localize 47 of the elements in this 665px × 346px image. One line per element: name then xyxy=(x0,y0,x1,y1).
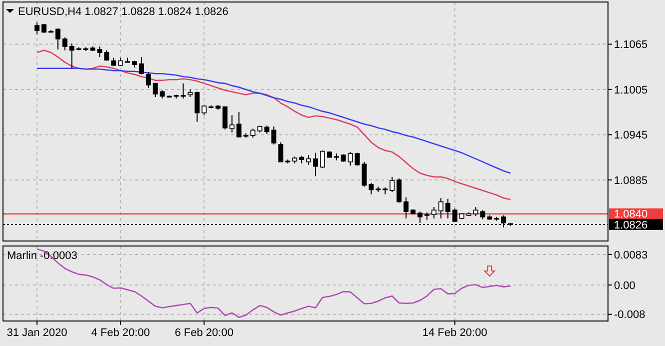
candlestick xyxy=(480,210,486,220)
chart-title: EURUSD,H4 1.0827 1.0828 1.0824 1.0826 xyxy=(18,6,228,18)
candlestick xyxy=(452,208,458,223)
y-tick-label: 1.1005 xyxy=(614,84,648,96)
candlestick xyxy=(250,128,256,138)
line-series xyxy=(36,50,512,200)
x-tick-label: 6 Feb 20:00 xyxy=(174,327,234,339)
candlestick xyxy=(445,198,450,219)
candlestick xyxy=(404,196,409,219)
candlestick xyxy=(278,142,284,162)
y-tick-label: 1.1065 xyxy=(614,39,648,52)
ref-line-label: 1.0840 xyxy=(614,208,648,221)
candlestick xyxy=(431,206,436,219)
line-series xyxy=(36,248,512,318)
candlestick xyxy=(69,42,74,69)
x-tick-label: 4 Feb 20:00 xyxy=(91,327,150,339)
candlestick xyxy=(362,161,367,188)
candlestick xyxy=(438,198,444,219)
candlestick xyxy=(306,154,312,166)
y-tick-label: 1.0885 xyxy=(614,174,648,187)
candlestick xyxy=(55,28,60,50)
ref-line-label: 1.0826 xyxy=(614,219,648,232)
candlestick xyxy=(194,91,200,122)
candlestick xyxy=(368,182,374,195)
candlestick xyxy=(152,82,158,98)
x-tick-label: 31 Jan 2020 xyxy=(6,327,68,339)
candlestick xyxy=(271,126,276,145)
candlestick xyxy=(104,50,110,62)
candlestick xyxy=(390,176,395,192)
candlestick xyxy=(229,114,234,133)
candlestick xyxy=(473,206,478,217)
y-tick-label: 0.00 xyxy=(614,280,636,292)
candlestick xyxy=(348,152,353,166)
candlestick xyxy=(320,150,325,168)
y-tick-label: 1.0945 xyxy=(614,130,648,142)
candlestick xyxy=(236,112,242,138)
x-tick-label: 14 Feb 20:00 xyxy=(422,327,488,339)
candlestick xyxy=(222,106,228,130)
candlestick xyxy=(97,46,102,58)
candlestick xyxy=(62,36,68,51)
y-tick-label: 0.0083 xyxy=(614,249,648,262)
candlestick xyxy=(138,56,144,75)
candlestick xyxy=(313,152,318,177)
y-tick-label: -0.008 xyxy=(614,309,646,322)
candlestick xyxy=(396,178,402,204)
candlestick xyxy=(34,22,40,35)
candlestick xyxy=(146,72,151,88)
